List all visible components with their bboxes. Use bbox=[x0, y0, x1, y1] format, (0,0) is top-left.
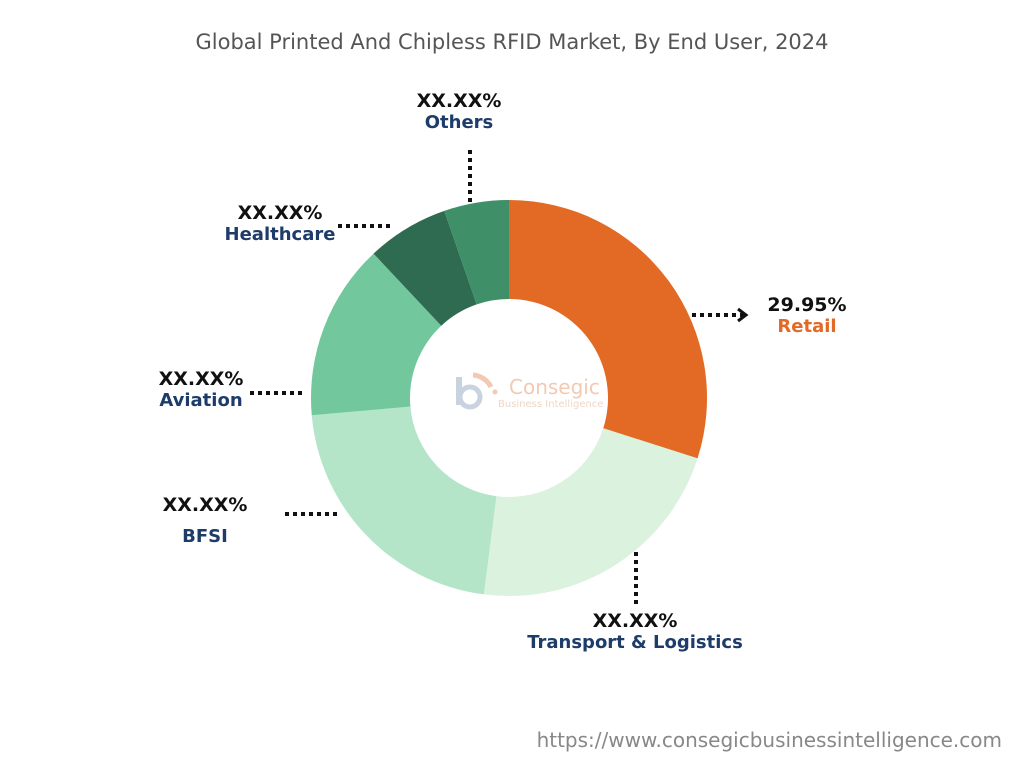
label-healthcare: XX.XX% Healthcare bbox=[224, 202, 336, 245]
slice-transport-logistics bbox=[483, 428, 698, 596]
leader-lines bbox=[250, 150, 749, 604]
logo-mark-icon bbox=[456, 372, 498, 410]
arrow-retail bbox=[737, 307, 749, 323]
label-transport: XX.XX% Transport & Logistics bbox=[527, 610, 743, 653]
label-retail: 29.95% Retail bbox=[767, 294, 847, 337]
label-bfsi: XX.XX% BFSI bbox=[162, 494, 248, 547]
slice-aviation bbox=[311, 253, 442, 416]
slice-retail bbox=[509, 200, 708, 459]
chart-title: Global Printed And Chipless RFID Market,… bbox=[195, 30, 829, 54]
slice-bfsi bbox=[311, 406, 497, 595]
label-others: XX.XX% Others bbox=[416, 90, 502, 133]
slice-healthcare bbox=[373, 210, 477, 326]
source-url[interactable]: https://www.consegicbusinessintelligence… bbox=[536, 728, 1002, 752]
consegic-logo: Consegic Business Intelligence bbox=[445, 365, 603, 429]
label-aviation: XX.XX% Aviation bbox=[158, 368, 244, 411]
slice-others bbox=[444, 200, 509, 305]
